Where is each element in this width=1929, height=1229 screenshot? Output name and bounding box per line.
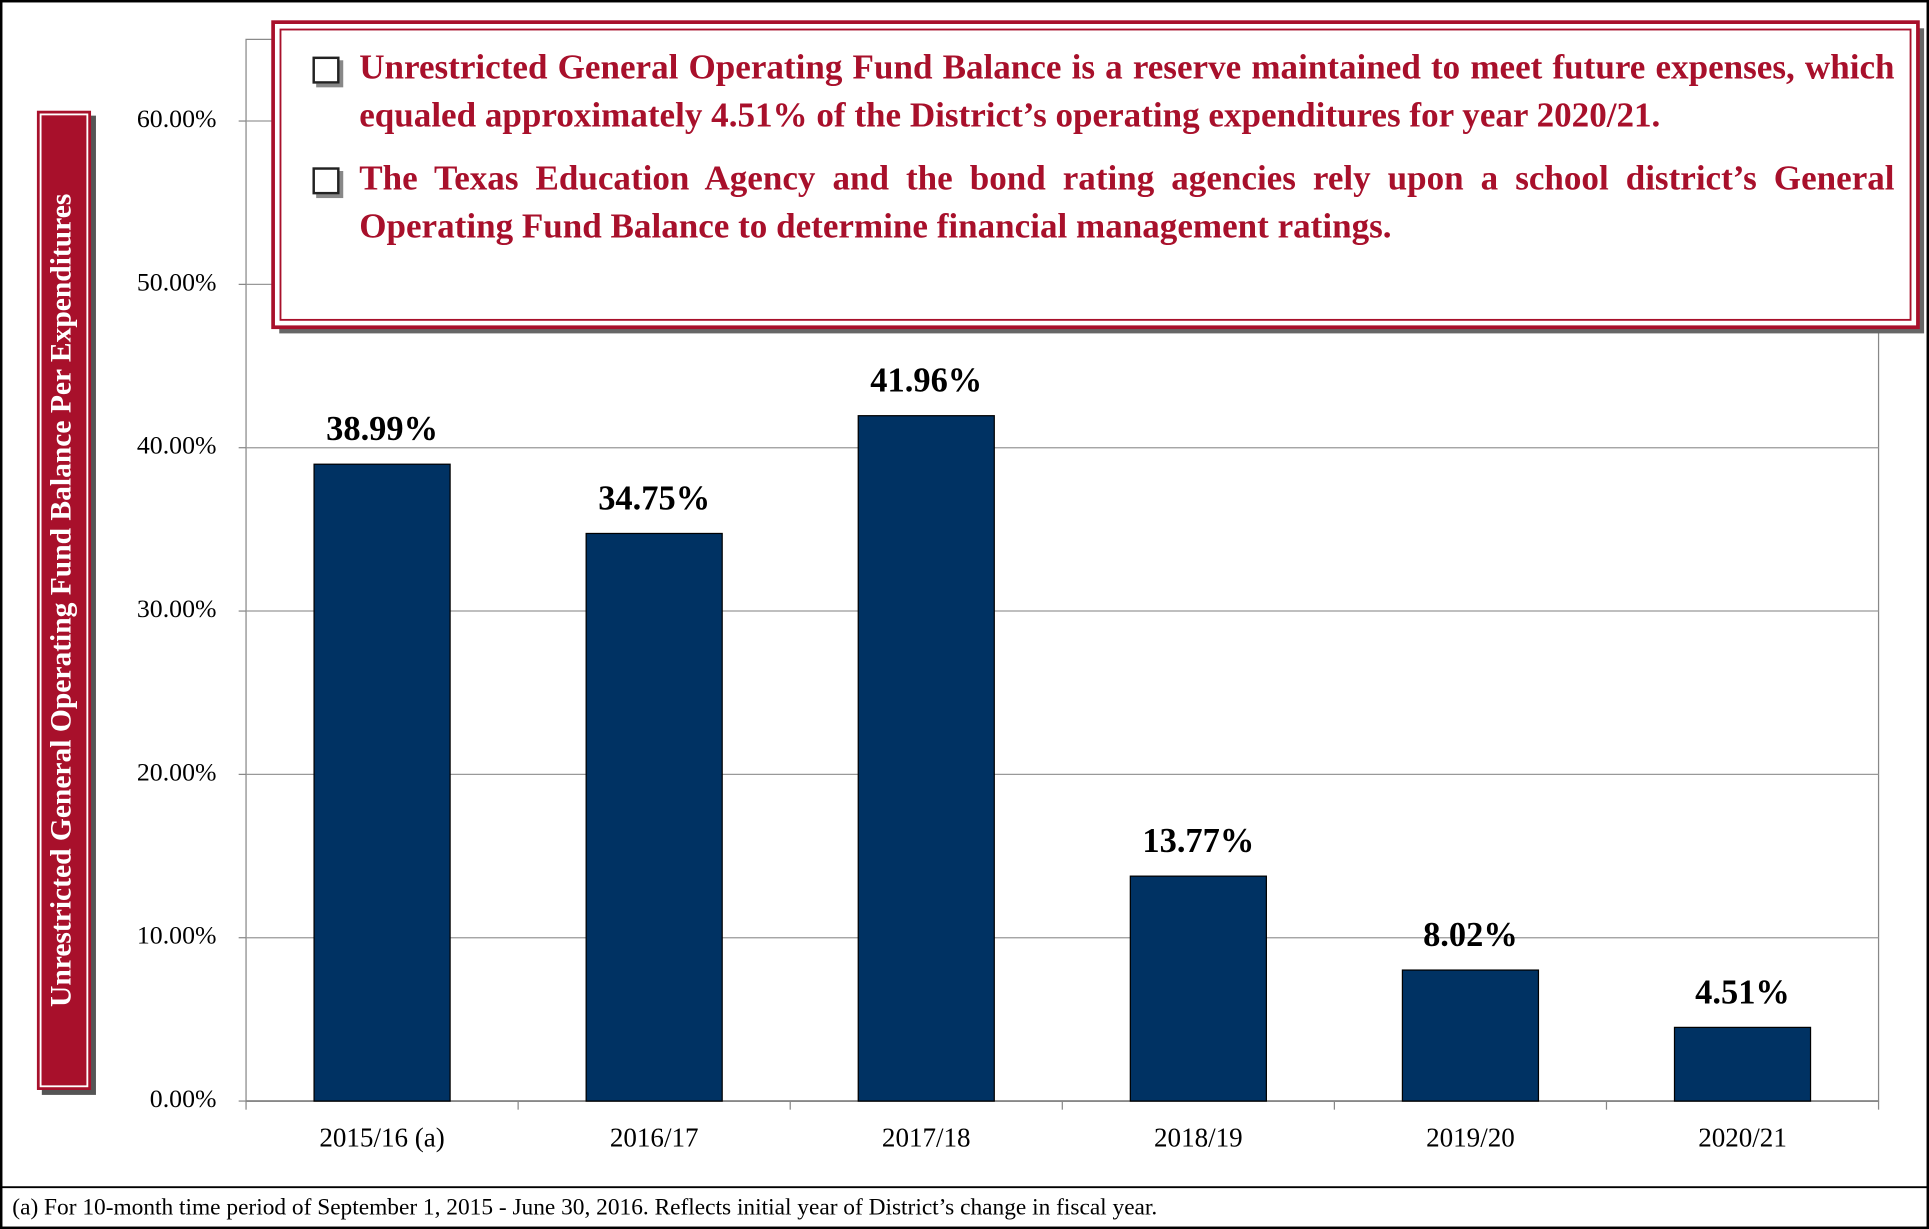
y-tick-label: 30.00%	[137, 594, 217, 623]
y-tick-label: 0.00%	[150, 1084, 217, 1113]
value-label: 34.75%	[598, 479, 710, 517]
x-tick-label: 2018/19	[1154, 1123, 1243, 1153]
y-tick-label: 10.00%	[137, 921, 217, 950]
x-tick-label: 2019/20	[1426, 1123, 1515, 1153]
bar	[1401, 969, 1540, 1102]
y-tick-label: 60.00%	[137, 104, 217, 133]
note-box	[271, 20, 1920, 330]
x-tick-label: 2020/21	[1698, 1123, 1787, 1153]
footnote: (a) For 10-month time period of Septembe…	[12, 1195, 1157, 1221]
value-label: 38.99%	[326, 410, 438, 448]
x-tick-label: 2017/18	[882, 1123, 971, 1153]
value-label: 8.02%	[1423, 916, 1518, 954]
note-text: Unrestricted General Operating Fund Bala…	[308, 44, 1895, 251]
value-label: 13.77%	[1142, 822, 1254, 860]
plot: 0.00% 10.00% 20.00% 30.00% 40.00% 50.00% 60.00…	[137, 38, 1880, 1153]
value-label: 4.51%	[1695, 973, 1790, 1011]
note-bullet: Unrestricted General Operating Fund Bala…	[308, 44, 1895, 140]
bar	[857, 415, 995, 1102]
y-tick-label: 50.00%	[137, 267, 217, 296]
bar	[1129, 875, 1267, 1102]
note-area: Unrestricted General Operating Fund Bala…	[308, 44, 1895, 251]
note-box-inner	[279, 28, 1912, 321]
y-tick-label: 40.00%	[137, 431, 217, 460]
y-tick-label: 20.00%	[137, 757, 217, 786]
x-tick-label: 2015/16 (a)	[319, 1123, 444, 1153]
x-tick-label: 2016/17	[610, 1123, 699, 1153]
y-label-box	[36, 110, 92, 1090]
bar	[585, 532, 723, 1102]
value-label: 41.96%	[870, 362, 982, 400]
y-axis-label: Unrestricted General Operating Fund Bala…	[46, 194, 78, 1007]
bar	[313, 463, 451, 1102]
note-bullet: The Texas Education Agency and the bond …	[308, 155, 1895, 251]
y-label-box-inner	[39, 113, 89, 1088]
bar	[1673, 1026, 1812, 1102]
